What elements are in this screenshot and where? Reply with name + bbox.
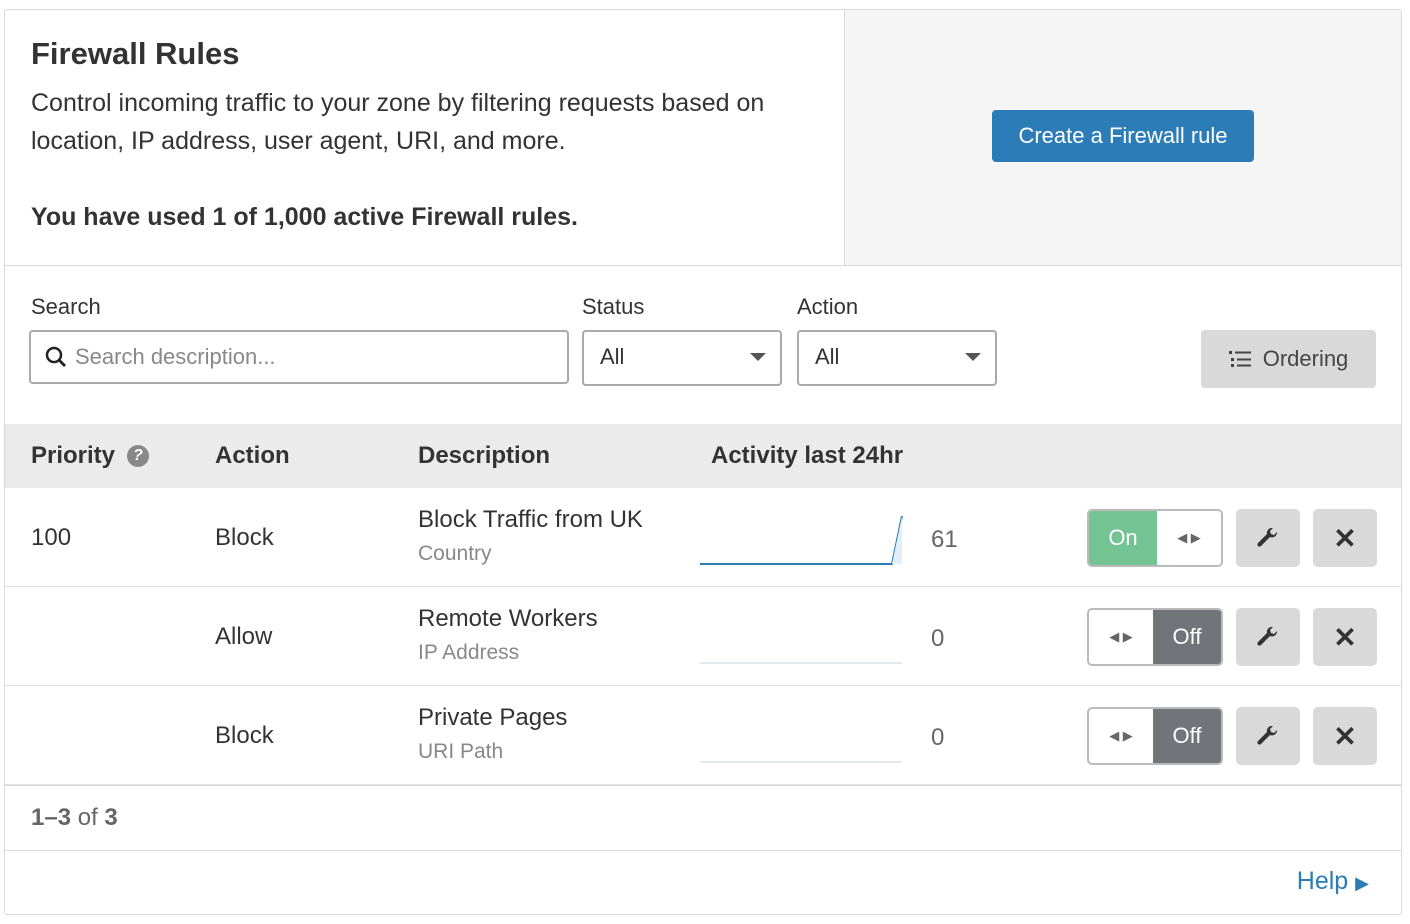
- toggle-knob-icon: ◀ ▶: [1089, 709, 1153, 763]
- header-activity: Activity last 24hr: [711, 442, 904, 469]
- rule-title: Remote Workers: [418, 605, 598, 632]
- activity-count: 0: [931, 724, 945, 751]
- rule-subtitle: IP Address: [418, 641, 520, 664]
- search-icon: [45, 346, 66, 367]
- header-action: Action: [215, 442, 290, 469]
- table-header: Priority? Action Description Activity la…: [5, 424, 1401, 488]
- activity-sparkline: [700, 761, 902, 763]
- table-row: 100 Block Block Traffic from UK Country 6…: [5, 488, 1401, 587]
- delete-button[interactable]: ✕: [1313, 707, 1377, 765]
- create-firewall-rule-button[interactable]: Create a Firewall rule: [992, 110, 1254, 162]
- activity-count: 61: [931, 526, 958, 553]
- edit-button[interactable]: [1236, 608, 1300, 666]
- delete-button[interactable]: ✕: [1313, 509, 1377, 567]
- status-value: All: [600, 344, 625, 369]
- list-icon: [1228, 351, 1251, 367]
- page-title: Firewall Rules: [31, 36, 240, 71]
- rule-action: Block: [215, 524, 274, 551]
- toggle-state: Off: [1153, 709, 1221, 763]
- close-icon: ✕: [1333, 720, 1357, 752]
- help-link[interactable]: Help ▶: [1296, 867, 1369, 895]
- search-label: Search: [31, 294, 101, 319]
- intro-panel: Firewall Rules Control incoming traffic …: [5, 10, 845, 265]
- action-value: All: [815, 344, 840, 369]
- rule-title: Block Traffic from UK: [418, 506, 643, 533]
- rule-action: Block: [215, 722, 274, 749]
- usage-text: You have used 1 of 1,000 active Firewall…: [31, 203, 578, 231]
- toggle-knob-icon: ◀ ▶: [1157, 511, 1221, 565]
- rule-action: Allow: [215, 623, 273, 650]
- action-select[interactable]: All: [797, 330, 997, 386]
- toggle-state: On: [1089, 511, 1157, 565]
- rule-title: Private Pages: [418, 704, 568, 731]
- search-input[interactable]: [75, 344, 515, 370]
- toggle-state: Off: [1153, 610, 1221, 664]
- delete-button[interactable]: ✕: [1313, 608, 1377, 666]
- table-row: Allow Remote Workers IP Address 0 ◀ ▶ Off …: [5, 587, 1401, 686]
- edit-button[interactable]: [1236, 509, 1300, 567]
- caret-right-icon: ▶: [1355, 873, 1369, 893]
- pagination-info: 1–3 of 3: [5, 785, 1401, 851]
- rule-subtitle: Country: [418, 542, 492, 565]
- header-priority: Priority?: [31, 442, 150, 470]
- help-icon[interactable]: ?: [127, 445, 150, 467]
- wrench-icon: [1257, 725, 1278, 745]
- chevron-down-icon: [750, 353, 766, 361]
- status-label: Status: [582, 294, 645, 319]
- rule-toggle[interactable]: ◀ ▶ Off: [1087, 608, 1223, 666]
- header-description: Description: [418, 442, 551, 469]
- wrench-icon: [1257, 527, 1278, 547]
- firewall-rules-card: Firewall Rules Control incoming traffic …: [4, 9, 1402, 915]
- rule-subtitle: URI Path: [418, 740, 504, 763]
- rule-toggle[interactable]: ◀ ▶ Off: [1087, 707, 1223, 765]
- close-icon: ✕: [1333, 621, 1357, 653]
- activity-sparkline: [700, 662, 902, 664]
- status-select[interactable]: All: [582, 330, 782, 386]
- toggle-knob-icon: ◀ ▶: [1089, 610, 1153, 664]
- activity-sparkline: [700, 515, 903, 565]
- table-row: Block Private Pages URI Path 0 ◀ ▶ Off ✕: [5, 686, 1401, 785]
- chevron-down-icon: [965, 353, 981, 361]
- page-description: Control incoming traffic to your zone by…: [31, 89, 765, 155]
- activity-count: 0: [931, 625, 945, 652]
- action-label: Action: [797, 294, 859, 319]
- rule-toggle[interactable]: On ◀ ▶: [1087, 509, 1223, 567]
- ordering-button[interactable]: Ordering: [1201, 330, 1376, 388]
- search-field[interactable]: [29, 330, 569, 384]
- priority: 100: [31, 524, 72, 551]
- ordering-label: Ordering: [1262, 346, 1349, 371]
- edit-button[interactable]: [1236, 707, 1300, 765]
- close-icon: ✕: [1333, 522, 1357, 554]
- wrench-icon: [1257, 626, 1278, 646]
